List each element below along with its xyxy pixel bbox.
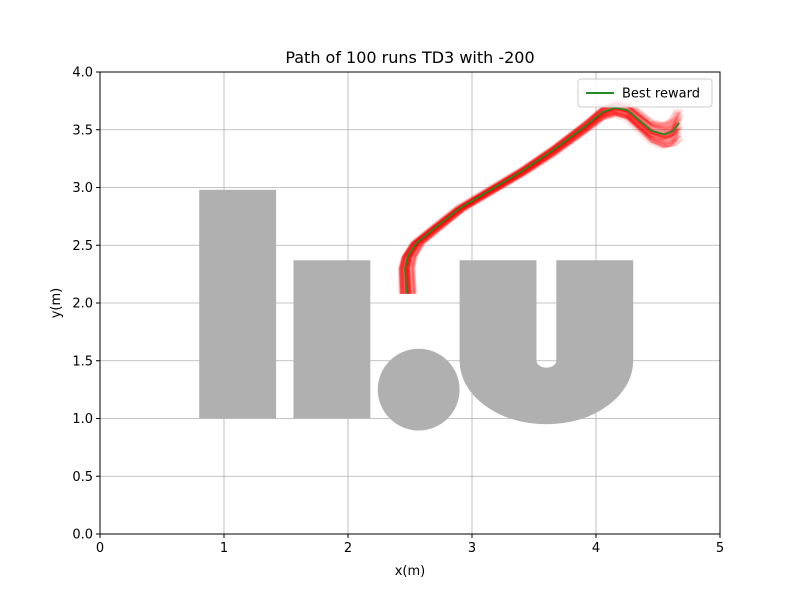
run-path <box>410 114 678 294</box>
run-path <box>405 101 677 294</box>
x-tick-label: 4 <box>592 541 600 556</box>
y-tick-label: 0.5 <box>72 470 93 485</box>
obstacle-u-shape <box>459 260 634 425</box>
run-path <box>408 114 679 294</box>
best-reward-line <box>404 106 680 294</box>
run-path <box>398 112 678 294</box>
run-path <box>408 100 678 294</box>
run-path <box>406 108 677 294</box>
run-path <box>401 101 679 294</box>
ticks: 0 1 2 3 4 5 0.0 0.5 1.0 1.5 2.0 2.5 3.0 3.5 4.0 <box>72 66 724 557</box>
x-tick-label: 1 <box>220 541 228 556</box>
y-tick-label: 1.5 <box>72 354 93 369</box>
run-path <box>413 107 677 294</box>
run-path <box>411 104 683 294</box>
obstacle-dot <box>377 348 460 431</box>
run-path <box>406 106 681 294</box>
run-path <box>405 111 680 294</box>
run-path <box>401 110 679 294</box>
x-axis-label: x(m) <box>395 564 426 579</box>
run-path <box>412 109 679 294</box>
run-path <box>399 107 681 294</box>
run-path <box>405 102 683 294</box>
run-path <box>413 106 680 294</box>
run-path <box>405 110 680 294</box>
run-path <box>399 107 679 294</box>
run-path <box>400 112 680 294</box>
run-path <box>401 104 678 294</box>
run-path <box>405 112 683 294</box>
run-path <box>405 111 682 294</box>
run-path <box>400 104 684 294</box>
run-path <box>400 102 680 294</box>
run-path <box>408 107 682 294</box>
run-path <box>405 113 679 294</box>
y-tick-label: 3.5 <box>72 123 93 138</box>
run-path <box>407 110 677 294</box>
run-path <box>405 104 683 294</box>
y-tick-label: 1.0 <box>72 412 93 427</box>
run-path <box>401 103 681 294</box>
run-path <box>407 111 682 294</box>
legend-box <box>577 78 713 108</box>
run-path <box>402 102 681 294</box>
chart-title: Path of 100 runs TD3 with -200 <box>285 48 534 67</box>
plot-area: 0 1 2 3 4 5 0.0 0.5 1.0 1.5 2.0 2.5 3.0 3.5 4.0 Best re… <box>72 66 724 557</box>
x-tick-label: 5 <box>716 541 724 556</box>
run-path <box>398 107 680 294</box>
run-path <box>407 113 682 294</box>
run-path <box>402 101 684 294</box>
run-path <box>408 113 677 294</box>
run-path <box>408 106 679 294</box>
run-path <box>411 110 679 294</box>
y-tick-label: 3.0 <box>72 181 93 196</box>
legend-label: Best reward <box>622 87 700 102</box>
run-path <box>397 111 682 294</box>
obstacle-bar-1 <box>199 189 277 419</box>
run-path <box>412 99 680 294</box>
x-tick-label: 0 <box>96 541 104 556</box>
run-path <box>407 112 681 294</box>
run-path <box>399 103 678 294</box>
x-tick-label: 3 <box>468 541 476 556</box>
y-tick-label: 0.0 <box>72 528 93 543</box>
run-path <box>407 114 680 294</box>
run-path <box>409 106 679 294</box>
x-tick-label: 2 <box>344 541 352 556</box>
run-path <box>400 112 682 294</box>
run-path <box>410 112 679 294</box>
obstacles <box>199 189 634 431</box>
obstacle-bar-2 <box>293 260 371 419</box>
y-tick-label: 2.5 <box>72 239 93 254</box>
run-path <box>407 108 683 294</box>
run-path <box>404 102 682 294</box>
run-path <box>411 109 677 294</box>
run-path <box>406 99 682 294</box>
y-tick-label: 2.0 <box>72 297 93 312</box>
y-tick-label: 4.0 <box>72 66 93 81</box>
run-path <box>400 115 677 294</box>
run-path <box>401 108 681 294</box>
legend: Best reward <box>577 78 713 108</box>
run-path <box>407 114 679 294</box>
run-path <box>403 99 683 294</box>
y-axis-label: y(m) <box>49 288 64 319</box>
run-path <box>400 111 684 294</box>
run-path <box>401 101 677 294</box>
